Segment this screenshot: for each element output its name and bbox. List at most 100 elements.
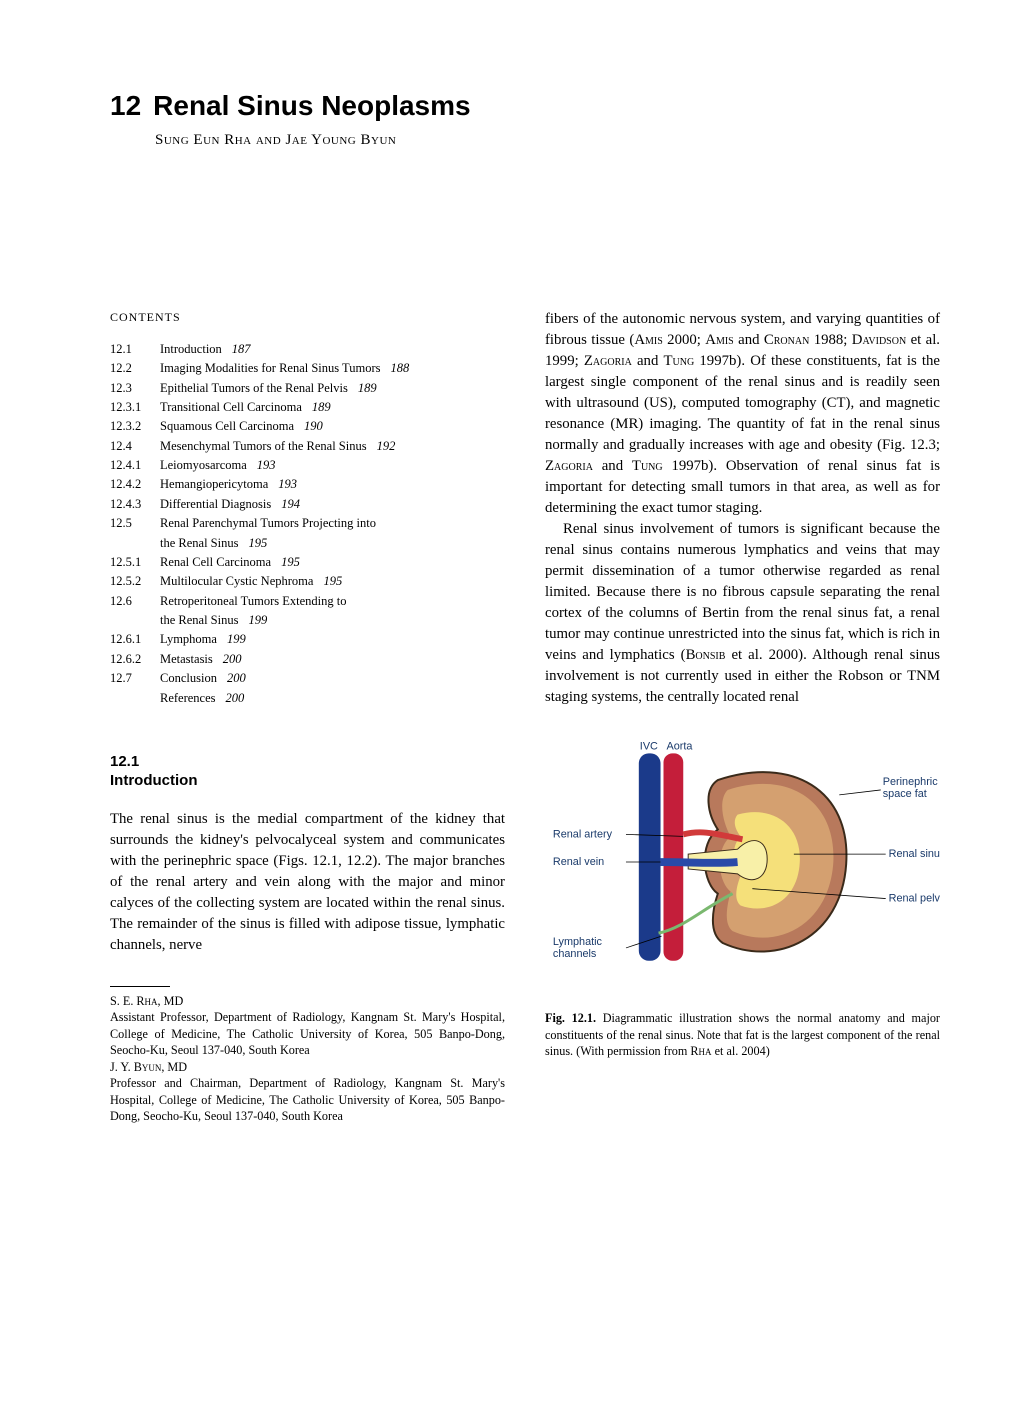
chapter-title: Renal Sinus Neoplasms [153, 90, 470, 121]
toc-number: 12.6 [110, 592, 160, 611]
toc-row: 12.7Conclusion 200 [110, 669, 505, 688]
toc-row: 12.1Introduction 187 [110, 340, 505, 359]
toc-number: 12.7 [110, 669, 160, 688]
toc-title: Conclusion [160, 669, 217, 688]
toc-title: Renal Cell Carcinoma [160, 553, 271, 572]
toc-row: 12.6Retroperitoneal Tumors Extending to [110, 592, 505, 611]
toc-number: 12.4.1 [110, 456, 160, 475]
two-column-layout: CONTENTS 12.1Introduction18712.2Imaging … [110, 309, 940, 1125]
toc-page: 195 [248, 534, 267, 553]
figure-caption: Fig. 12.1. Diagrammatic illustration sho… [545, 1010, 940, 1059]
toc-row-continuation: the Renal Sinus 199 [110, 611, 505, 630]
toc-title: Mesenchymal Tumors of the Renal Sinus [160, 437, 367, 456]
contents-heading: CONTENTS [110, 309, 505, 326]
label-lymphatic-1: Lymphatic [553, 936, 603, 948]
toc-title: Imaging Modalities for Renal Sinus Tumor… [160, 359, 381, 378]
toc-row: 12.4.2Hemangiopericytoma 193 [110, 475, 505, 494]
toc-number: 12.3 [110, 379, 160, 398]
toc-page: 188 [391, 359, 410, 378]
toc-number: 12.6.1 [110, 630, 160, 649]
toc-row: 12.6.2Metastasis 200 [110, 650, 505, 669]
body-text-right: fibers of the autonomic nervous system, … [545, 309, 940, 708]
section-title: Introduction [110, 771, 505, 791]
toc-page: 193 [257, 456, 276, 475]
toc-page: 194 [281, 495, 300, 514]
renal-vein-shape [661, 862, 738, 863]
toc-title: Renal Parenchymal Tumors Projecting into [160, 514, 376, 533]
label-renal-artery: Renal artery [553, 828, 613, 840]
intro-text: The renal sinus is the medial compartmen… [110, 809, 505, 956]
toc-row: 12.4.1Leiomyosarcoma 193 [110, 456, 505, 475]
toc-number: 12.1 [110, 340, 160, 359]
toc-number: 12.3.1 [110, 398, 160, 417]
author-footnotes: S. E. Rha, MD Assistant Professor, Depar… [110, 993, 505, 1125]
toc-row: 12.5Renal Parenchymal Tumors Projecting … [110, 514, 505, 533]
toc-page: 193 [278, 475, 297, 494]
toc-row: 12.6.1Lymphoma 199 [110, 630, 505, 649]
toc-row-continuation: the Renal Sinus 195 [110, 534, 505, 553]
toc-number: 12.3.2 [110, 417, 160, 436]
toc-page: 195 [323, 572, 342, 591]
toc-page: 200 [226, 689, 245, 708]
chapter-number: 12 [110, 90, 141, 121]
toc-title: References [160, 689, 216, 708]
page: 12 Renal Sinus Neoplasms Sung Eun Rha and… [0, 0, 1020, 1185]
right-column: fibers of the autonomic nervous system, … [545, 309, 940, 1125]
toc-page: 200 [227, 669, 246, 688]
toc-title: Squamous Cell Carcinoma [160, 417, 294, 436]
toc-number: 12.4.3 [110, 495, 160, 514]
toc-title: Introduction [160, 340, 222, 359]
toc-number: 12.5 [110, 514, 160, 533]
ivc-shape [639, 753, 661, 960]
toc-page: 195 [281, 553, 300, 572]
left-column: CONTENTS 12.1Introduction18712.2Imaging … [110, 309, 505, 1125]
figure-label: Fig. 12.1. [545, 1011, 596, 1025]
toc-title: Transitional Cell Carcinoma [160, 398, 302, 417]
label-aorta: Aorta [666, 740, 693, 752]
toc-page: 192 [377, 437, 396, 456]
toc-row: 12.3.1Transitional Cell Carcinoma189 [110, 398, 505, 417]
section-number: 12.1 [110, 752, 505, 772]
paragraph-2: Renal sinus involvement of tumors is sig… [545, 519, 940, 708]
footnote-author2-name: J. Y. Byun, MD [110, 1059, 505, 1075]
toc-page: 200 [223, 650, 242, 669]
toc-row: 12.4Mesenchymal Tumors of the Renal Sinu… [110, 437, 505, 456]
toc-title: Metastasis [160, 650, 213, 669]
toc-title: Retroperitoneal Tumors Extending to [160, 592, 346, 611]
label-renal-vein: Renal vein [553, 856, 604, 868]
label-perinephric-1: Perinephric [883, 776, 938, 788]
toc-page: 199 [227, 630, 246, 649]
toc-title-cont: the Renal Sinus [160, 611, 238, 630]
footnote-author1-text: Assistant Professor, Department of Radio… [110, 1009, 505, 1058]
toc-row: References 200 [110, 689, 505, 708]
toc-title: Differential Diagnosis [160, 495, 271, 514]
kidney-diagram-svg: IVC Aorta Renal artery Renal vein Lympha… [545, 734, 940, 994]
label-renal-pelvis: Renal pelvis [889, 893, 940, 905]
label-ivc: IVC [640, 740, 658, 752]
toc-page: 199 [248, 611, 267, 630]
toc-page: 187 [232, 340, 251, 359]
toc-row: 12.5.2Multilocular Cystic Nephroma195 [110, 572, 505, 591]
toc-number [110, 689, 160, 708]
section-heading: 12.1 Introduction [110, 752, 505, 791]
toc-number: 12.4.2 [110, 475, 160, 494]
toc-title: Lymphoma [160, 630, 217, 649]
chapter-heading: 12 Renal Sinus Neoplasms [110, 90, 940, 122]
footnote-author1-name: S. E. Rha, MD [110, 993, 505, 1009]
toc-title: Hemangiopericytoma [160, 475, 268, 494]
toc-title: Multilocular Cystic Nephroma [160, 572, 313, 591]
footnote-author2-text: Professor and Chairman, Department of Ra… [110, 1075, 505, 1124]
toc-row: 12.3Epithelial Tumors of the Renal Pelvi… [110, 379, 505, 398]
toc-row: 12.2Imaging Modalities for Renal Sinus T… [110, 359, 505, 378]
toc-number: 12.4 [110, 437, 160, 456]
toc-title-cont: the Renal Sinus [160, 534, 238, 553]
toc-number: 12.6.2 [110, 650, 160, 669]
toc-page: 189 [358, 379, 377, 398]
figure-12-1: IVC Aorta Renal artery Renal vein Lympha… [545, 734, 940, 1060]
toc-row: 12.4.3Differential Diagnosis 194 [110, 495, 505, 514]
toc-title: Leiomyosarcoma [160, 456, 247, 475]
chapter-authors: Sung Eun Rha and Jae Young Byun [110, 132, 940, 149]
toc-row: 12.5.1Renal Cell Carcinoma195 [110, 553, 505, 572]
toc-title: Epithelial Tumors of the Renal Pelvis [160, 379, 348, 398]
intro-paragraph-left: The renal sinus is the medial compartmen… [110, 809, 505, 956]
